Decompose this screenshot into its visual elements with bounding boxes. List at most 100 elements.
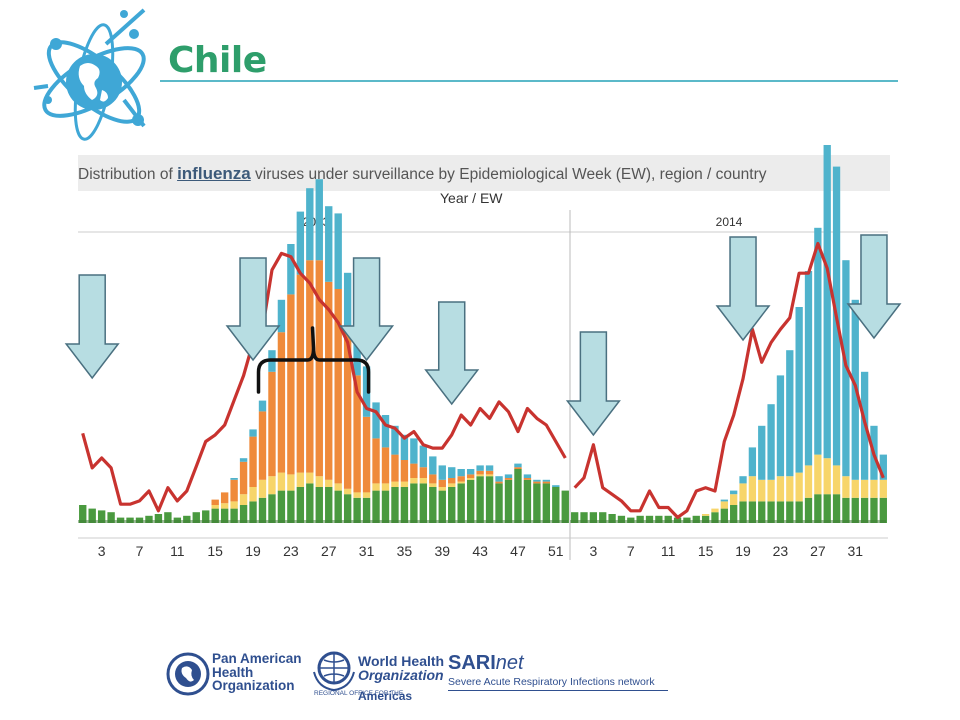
bar-segment-green — [154, 514, 163, 523]
bar-segment-blue — [230, 478, 238, 480]
bar-segment-green — [758, 501, 766, 523]
bar-segment-orange — [410, 463, 418, 478]
x-tick-label: 43 — [472, 543, 488, 559]
sarinet-tagline: Severe Acute Respiratory Infections netw… — [448, 676, 655, 688]
bar-segment-blue — [372, 402, 380, 439]
bar-segment-blue — [438, 465, 446, 480]
bar-segment-yellow — [832, 465, 841, 495]
bar-segment-green — [277, 490, 286, 523]
bar-segment-blue — [523, 474, 532, 478]
bar-segment-blue — [457, 469, 465, 477]
bar-segment-green — [636, 515, 644, 523]
bar-segment-blue — [410, 438, 418, 464]
globe-logo-icon — [33, 8, 146, 141]
bar-segment-blue — [720, 499, 728, 502]
x-tick-label: 35 — [397, 543, 413, 559]
bar-segment-blue — [448, 467, 456, 478]
bar-segment-green — [334, 490, 342, 523]
bar-segment-orange — [334, 289, 342, 484]
bar-segment-green — [533, 483, 541, 523]
bar-segment-green — [870, 497, 878, 523]
positivity-line — [81, 251, 567, 513]
x-tick-label: 19 — [245, 543, 261, 559]
bar-segment-yellow — [786, 476, 794, 502]
bar-segment-orange — [315, 260, 323, 477]
bar-segment-yellow — [776, 476, 785, 502]
sarinet-bold: SARI — [448, 652, 496, 674]
bar-segment-blue — [334, 213, 342, 289]
bar-segment-green — [485, 476, 494, 523]
bar-segment-green — [804, 497, 813, 523]
chart-heading-prefix: Distribution of — [78, 166, 178, 183]
bar-segment-yellow — [860, 479, 869, 498]
bar-segment-blue — [504, 474, 513, 478]
bar-segment-green — [192, 512, 200, 523]
x-tick-label: 51 — [548, 543, 564, 559]
bar-segment-blue — [306, 188, 314, 261]
bar-segment-yellow — [230, 501, 238, 509]
bar-segment-yellow — [220, 503, 229, 509]
bar-segment-orange — [504, 478, 513, 480]
bar-segment-orange — [239, 461, 248, 495]
panel-year-label: 2014 — [716, 215, 743, 229]
bar-segment-orange — [287, 294, 295, 475]
bar-segment-orange — [485, 470, 494, 475]
bar-segment-orange — [277, 332, 286, 473]
bar-segment-green — [457, 483, 465, 523]
bar-segment-yellow — [767, 479, 775, 502]
bar-segment-green — [580, 512, 588, 523]
x-tick-label: 3 — [589, 543, 597, 559]
bar-segment-blue — [823, 145, 831, 459]
bar-segment-yellow — [739, 483, 747, 502]
bar-segment-green — [655, 515, 663, 523]
bar-segment-orange — [457, 476, 465, 482]
bar-segment-yellow — [758, 479, 766, 502]
bar-segment-orange — [514, 467, 522, 469]
bar-segment-green — [786, 501, 794, 523]
bar-segment-orange — [391, 454, 399, 482]
bar-segment-green — [542, 483, 551, 523]
bar-segment-blue — [353, 330, 361, 376]
bar-segment-green — [287, 490, 295, 523]
bar-segment-yellow — [277, 472, 286, 491]
bar-segment-orange — [249, 436, 257, 487]
bar-segment-yellow — [400, 481, 409, 487]
bar-segment-green — [739, 501, 747, 523]
bar-segment-green — [448, 487, 456, 523]
bar-segment-orange — [542, 481, 551, 484]
x-tick-label: 11 — [170, 543, 185, 559]
bar-segment-blue — [249, 429, 257, 437]
bar-segment-green — [767, 501, 775, 523]
bar-segment-green — [466, 479, 475, 523]
bar-segment-green — [720, 508, 728, 523]
bar-segment-green — [381, 490, 390, 523]
bar-segment-green — [220, 508, 229, 523]
bar-segment-green — [814, 494, 822, 523]
bar-segment-blue — [325, 206, 333, 282]
bar-segment-orange — [429, 474, 437, 484]
bar-segment-green — [701, 515, 710, 523]
bar-segment-green — [296, 487, 305, 523]
paho-line-3: Organization — [212, 678, 295, 693]
bar-segment-green — [268, 494, 276, 523]
paho-name: Pan American Health Organization — [212, 652, 302, 693]
bar-segment-yellow — [325, 479, 333, 487]
bar-segment-blue — [239, 458, 248, 462]
bar-segment-yellow — [795, 472, 803, 502]
bar-segment-blue — [476, 465, 484, 471]
bar-segment-green — [391, 487, 399, 523]
bar-segment-green — [552, 487, 560, 523]
who-line-1: World Health — [358, 653, 445, 669]
bar-segment-green — [504, 479, 513, 523]
bar-segment-blue — [287, 244, 295, 295]
bar-segment-green — [823, 494, 831, 523]
chart-heading-suffix: viruses under surveillance by Epidemiolo… — [250, 166, 767, 183]
bar-segment-orange — [495, 481, 503, 484]
x-tick-label: 47 — [510, 543, 526, 559]
bar-segment-yellow — [823, 458, 831, 495]
bar-segment-green — [164, 512, 172, 523]
bar-segment-blue — [795, 307, 803, 473]
down-arrow-icon — [64, 274, 120, 380]
bar-segment-yellow — [362, 492, 371, 498]
x-tick-label: 15 — [207, 543, 223, 559]
